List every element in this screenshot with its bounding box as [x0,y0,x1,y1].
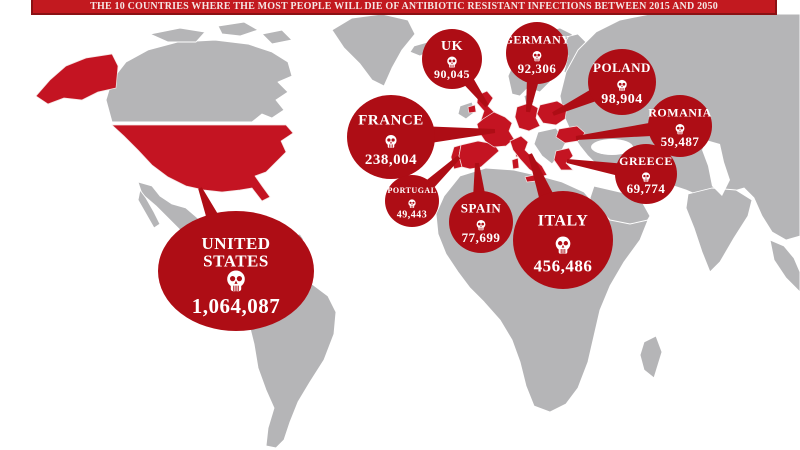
bubble-country-label: STATES [203,252,269,271]
bubble-value: 98,904 [601,92,643,107]
bubble-country-label: ROMANIA [648,106,712,120]
landmass-greenland [331,13,416,87]
title-banner: THE 10 COUNTRIES WHERE THE MOST PEOPLE W… [31,0,777,15]
bubble-country-label: ITALY [538,212,589,229]
bubble-country-label: PORTUGAL [387,186,436,195]
bubble-value: 77,699 [462,230,501,245]
country-alaska [35,53,119,105]
bubble-italy: ITALY 456,486 [513,153,613,289]
black-sea [591,139,633,155]
landmass-madagascar [639,335,663,379]
bubble-country-label: UK [441,39,463,54]
country-poland [536,100,568,126]
bubble-country-label: GERMANY [504,33,571,47]
bubble-spain: SPAIN 77,699 [449,162,513,253]
bubble-country-label: SPAIN [461,201,502,216]
bubble-value: 90,045 [434,67,470,81]
bubble-country-label: GREECE [619,154,673,168]
bubble-value: 69,774 [627,181,666,196]
bubble-value: 238,004 [365,152,417,168]
bubble-value: 92,306 [518,61,557,76]
bubble-greece: GREECE 69,774 [566,144,677,204]
bubble-country-label: UNITED [201,234,270,253]
bubble-uk: UK 90,045 [422,29,489,108]
country-greece [553,147,574,171]
title-text: THE 10 COUNTRIES WHERE THE MOST PEOPLE W… [90,1,718,12]
landmass-arctic-islands [149,21,293,45]
bubble-value: 49,443 [397,210,428,221]
landmass-baja [137,189,161,229]
caspian-sea [702,140,730,196]
landmass-southeast-asia [769,239,800,293]
bubble-pointer [575,120,666,140]
bubble-country-label: FRANCE [358,112,424,128]
country-usa [111,124,294,202]
bubble-country-label: POLAND [593,60,651,75]
bubble-value: 456,486 [534,256,593,275]
bubble-poland: POLAND 98,904 [552,49,656,116]
bubble-value: 59,487 [661,134,700,149]
landmass-india [685,187,753,273]
bubble-france: FRANCE 238,004 [347,95,496,179]
bubble-value: 1,064,087 [192,294,281,318]
bubble-germany: GERMANY 92,306 [504,22,571,113]
landmass-canada [105,39,293,123]
country-spain [458,140,500,170]
bubble-portugal: PORTUGAL 49,443 [385,155,461,227]
bubble-romania: ROMANIA 59,487 [575,95,712,157]
